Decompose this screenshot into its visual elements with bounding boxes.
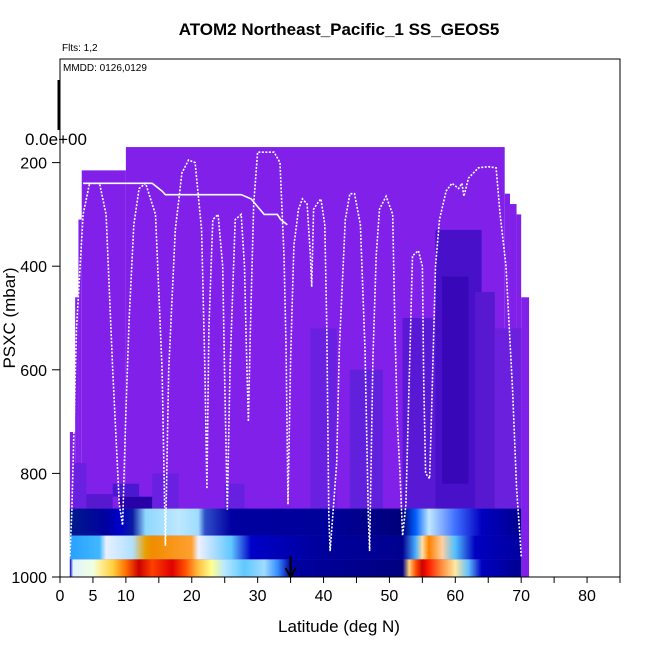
- field-column: [69, 431, 76, 577]
- surface-band-row: [69, 535, 522, 560]
- field-column: [78, 219, 82, 577]
- field-patch: [152, 473, 179, 509]
- x-axis-label: Latitude (deg N): [278, 617, 400, 636]
- x-tick-label: 30: [249, 588, 267, 605]
- x-tick-label: 80: [578, 588, 596, 605]
- y-tick-label: 1000: [11, 570, 47, 587]
- field-patch: [112, 483, 140, 497]
- surface-band-row: [69, 508, 522, 536]
- y-axis: 200 400 600 800 1000: [11, 156, 60, 587]
- chart-title: ATOM2 Northeast_Pacific_1 SS_GEOS5: [179, 20, 500, 39]
- flight-track-line: [69, 151, 522, 557]
- x-tick-label: 20: [183, 588, 201, 605]
- y-tick-label: 600: [20, 363, 47, 380]
- field-column: [75, 297, 79, 577]
- x-tick-label: 10: [117, 588, 135, 605]
- x-tick-label: 40: [315, 588, 333, 605]
- x-tick-label: 5: [88, 588, 97, 605]
- field-patch: [86, 494, 113, 509]
- field-patch: [475, 292, 495, 509]
- field-patch: [73, 463, 87, 509]
- marker-head: [284, 567, 297, 580]
- x-tick-label: 0: [56, 588, 65, 605]
- field-patch: [442, 276, 469, 484]
- x-tick-label: 70: [512, 588, 530, 605]
- x-axis: 0 5 10 20 30 40 50 60 70 80: [56, 576, 621, 605]
- flights-label: Flts: 1,2: [62, 43, 98, 54]
- y-tick-label: 200: [20, 156, 47, 173]
- field-patch: [494, 328, 522, 509]
- dates-label: MMDD: 0126,0129: [63, 63, 147, 74]
- x-tick-label: 60: [446, 588, 464, 605]
- plot-area: [69, 147, 530, 577]
- field-patch: [119, 496, 153, 509]
- field-patch: [310, 328, 337, 509]
- y-tick-label: 800: [20, 466, 47, 483]
- colorbar-zero-label: 0.0e+00: [25, 130, 87, 149]
- field-patch: [224, 483, 245, 509]
- flight-track-line-2: [83, 182, 288, 226]
- y-tick-label: 400: [20, 259, 47, 276]
- latitude-marker-arrow: [284, 556, 297, 580]
- field-column: [521, 297, 530, 577]
- y-axis-label: PSXC (mbar): [0, 267, 19, 368]
- x-tick-label: 50: [381, 588, 399, 605]
